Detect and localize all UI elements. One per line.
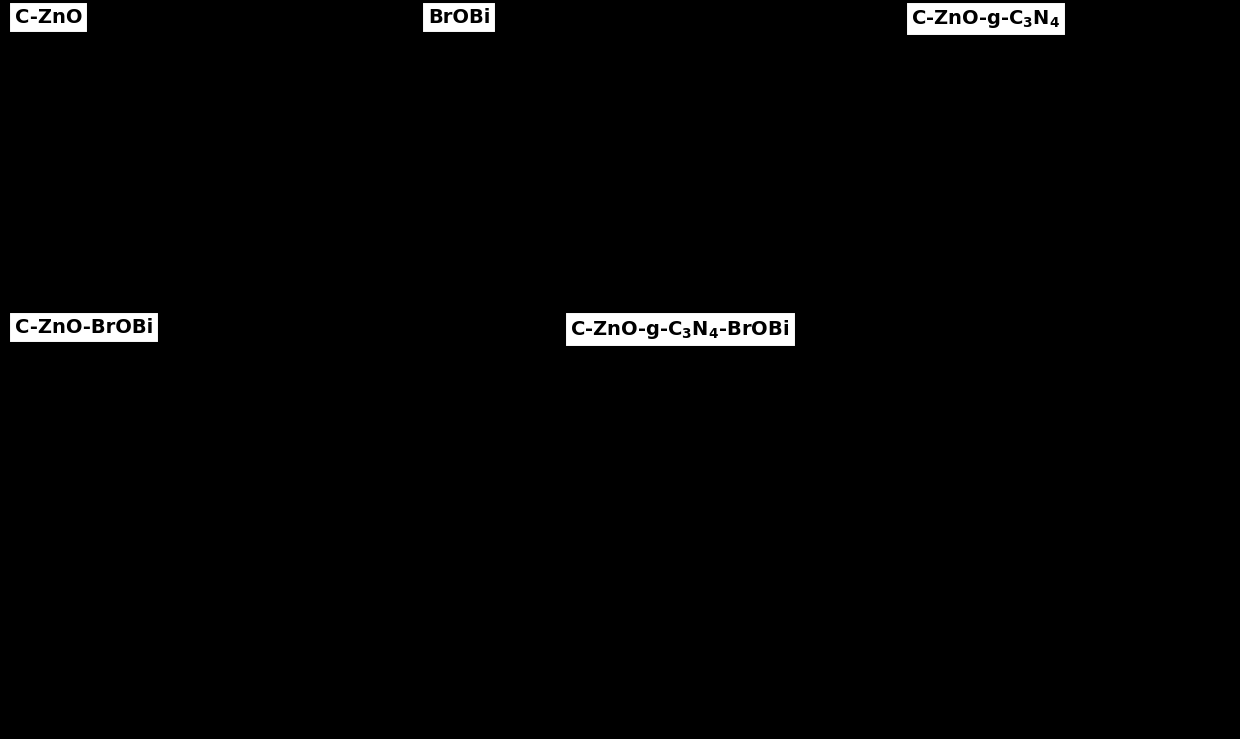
Text: C-ZnO-g-C$_\mathregular{3}$N$_\mathregular{4}$: C-ZnO-g-C$_\mathregular{3}$N$_\mathregul… (911, 8, 1060, 30)
Text: C-ZnO-g-C$_\mathregular{3}$N$_\mathregular{4}$-BrOBi: C-ZnO-g-C$_\mathregular{3}$N$_\mathregul… (570, 318, 790, 341)
Text: C-ZnO: C-ZnO (15, 8, 82, 27)
Text: BrOBi: BrOBi (428, 8, 490, 27)
Text: C-ZnO-BrOBi: C-ZnO-BrOBi (15, 318, 153, 337)
